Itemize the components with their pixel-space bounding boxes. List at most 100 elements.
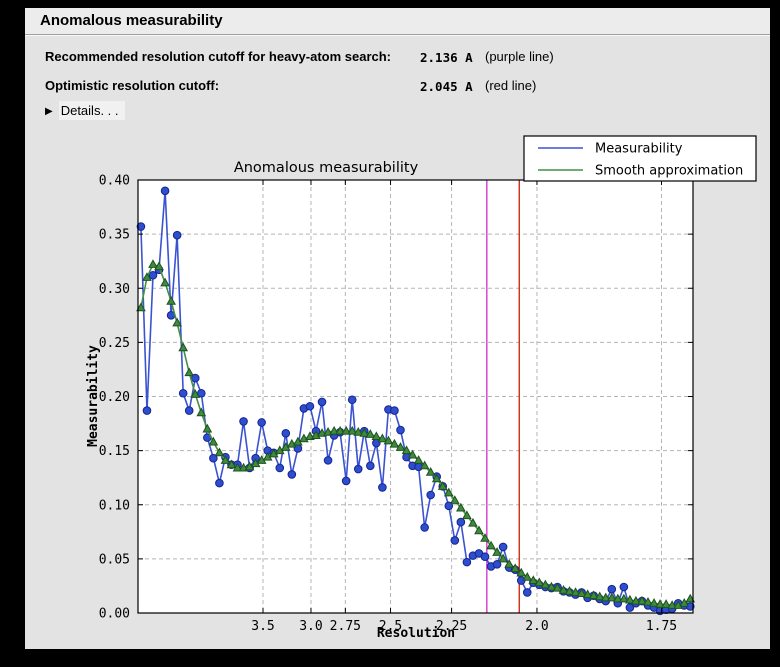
data-point-triangle (208, 436, 219, 446)
details-disclosure-button[interactable]: ▶ Details. . . (45, 101, 125, 123)
legend-label: Smooth approximation (595, 164, 743, 179)
optimistic-cutoff-label: Optimistic resolution cutoff: (45, 78, 220, 93)
data-point-triangle (371, 431, 382, 441)
data-point-circle (215, 478, 224, 488)
data-point-triangle (667, 600, 677, 609)
tick-marks (138, 179, 693, 614)
data-point-triangle (395, 442, 406, 451)
chart-legend (523, 135, 757, 182)
data-point-triangle (516, 567, 527, 577)
data-point-circle (444, 501, 454, 511)
x-tick-label: 3.5 (251, 619, 274, 634)
data-point-triangle (407, 449, 418, 459)
data-point-triangle (534, 577, 545, 587)
y-tick-label: 0.00 (99, 607, 130, 622)
data-point-triangle (365, 429, 376, 438)
data-point-triangle (341, 425, 352, 435)
data-point-triangle (347, 425, 358, 435)
data-point-circle (239, 417, 248, 426)
data-point-circle (480, 552, 490, 562)
data-point-triangle (413, 455, 424, 464)
data-point-circle (366, 461, 375, 471)
data-point-circle (178, 388, 188, 398)
y-tick-label: 0.35 (99, 228, 130, 243)
data-point-circle (462, 557, 472, 567)
data-point-triangle (649, 598, 659, 607)
data-point-triangle (232, 462, 243, 472)
data-point-circle (287, 470, 297, 479)
measurability-figure: 0.00 0.05 0.10 0.15 0.20 0.25 0.30 0.35 0.40 3.5 3… (25, 130, 770, 645)
panel-title-bar: Anomalous measurability (25, 8, 770, 35)
data-point-circle (160, 186, 170, 196)
data-point-circle (136, 222, 146, 231)
data-point-triangle (449, 495, 460, 504)
data-point-circle (341, 476, 351, 486)
data-point-triangle (425, 467, 436, 476)
anomalous-measurability-chart: 0.00 0.05 0.10 0.15 0.20 0.25 0.30 0.35 0.40 3.5 3… (25, 130, 770, 645)
data-point-triangle (679, 598, 690, 607)
data-point-triangle (570, 587, 581, 596)
y-axis-label: Measurability (86, 345, 101, 447)
data-point-triangle (625, 594, 635, 604)
x-tick-label: 1.75 (646, 619, 677, 634)
data-point-triangle (160, 277, 170, 287)
data-point-triangle (335, 425, 345, 435)
data-point-triangle (655, 599, 665, 608)
data-point-triangle (558, 585, 569, 594)
data-point-circle (426, 490, 435, 500)
data-point-circle (619, 582, 629, 592)
data-point-triangle (504, 559, 515, 568)
data-point-triangle (419, 460, 430, 470)
recommended-cutoff-note: (purple line) (485, 49, 554, 64)
data-point-triangle (456, 502, 466, 512)
data-point-triangle (178, 342, 189, 352)
data-point-triangle (462, 510, 472, 520)
data-point-triangle (661, 599, 671, 608)
data-point-triangle (492, 547, 502, 556)
data-point-triangle (401, 445, 412, 455)
data-point-triangle (184, 367, 195, 377)
data-point-triangle (148, 259, 158, 268)
optimistic-cutoff-note: (red line) (485, 78, 537, 93)
data-point-triangle (631, 595, 641, 605)
data-point-circle (142, 406, 152, 415)
data-point-triangle (353, 426, 364, 436)
x-tick-label: 2.5 (379, 619, 402, 634)
data-point-triangle (552, 582, 563, 592)
x-axis-label: Resolution (377, 626, 455, 641)
data-point-circle (281, 429, 291, 438)
y-tick-label: 0.05 (99, 552, 130, 567)
data-point-circle (522, 588, 532, 597)
data-point-circle (390, 406, 399, 415)
data-point-triangle (510, 563, 521, 573)
data-point-circle (396, 425, 405, 435)
data-point-circle (305, 401, 315, 411)
recommended-cutoff-label: Recommended resolution cutoff for heavy-… (45, 49, 392, 64)
y-tick-label: 0.40 (99, 174, 130, 189)
data-point-triangle (383, 435, 394, 445)
data-point-triangle (226, 459, 237, 469)
data-point-circle (317, 397, 327, 407)
data-point-circle (209, 453, 218, 463)
data-point-triangle (172, 317, 182, 327)
x-tick-label: 2.0 (525, 619, 548, 634)
data-point-triangle (214, 447, 225, 457)
x-tick-label: 3.0 (299, 619, 322, 634)
data-point-triangle (190, 389, 201, 398)
data-point-circle (347, 395, 357, 405)
x-tick-label: 2.75 (330, 619, 361, 634)
data-point-triangle (437, 481, 448, 490)
data-point-triangle (528, 575, 539, 585)
data-point-circle (172, 230, 182, 240)
data-point-triangle (142, 272, 152, 281)
data-point-triangle (576, 588, 587, 598)
data-point-triangle (329, 425, 339, 435)
data-point-circle (323, 456, 333, 465)
data-point-triangle (612, 593, 623, 603)
y-tick-label: 0.30 (99, 282, 130, 297)
data-point-circle (456, 517, 466, 527)
data-point-triangle (480, 533, 490, 542)
data-point-triangle (546, 581, 557, 591)
data-point-triangle (498, 553, 508, 563)
optimistic-cutoff-row: Optimistic resolution cutoff: 2.045 A (r… (25, 78, 770, 96)
